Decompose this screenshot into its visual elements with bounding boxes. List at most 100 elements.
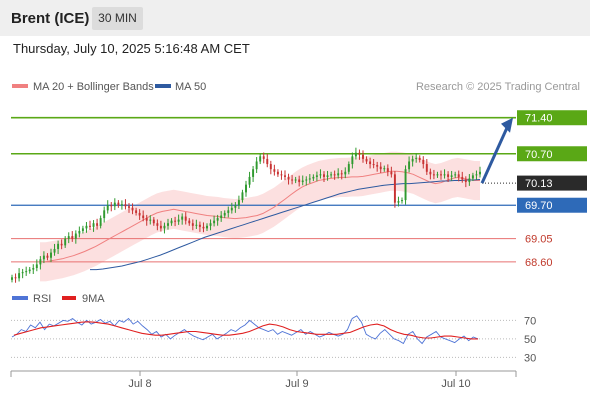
candle-body	[383, 168, 386, 170]
candle-body	[425, 164, 428, 172]
level-label-box-2	[517, 175, 587, 191]
candle-body	[230, 207, 233, 211]
candle-body	[106, 205, 109, 211]
candle-body	[81, 228, 84, 231]
candle-body	[301, 180, 304, 183]
candle-body	[390, 171, 393, 175]
candle-body	[103, 210, 106, 219]
rsi-ma-legend-label: 9MA	[82, 293, 105, 305]
candle-body	[276, 171, 279, 175]
candle-body	[418, 157, 421, 160]
candle-body	[213, 220, 216, 224]
candle-body	[248, 176, 251, 185]
candle-body	[202, 226, 205, 229]
level-label-1: 70.70	[525, 149, 553, 161]
candle-body	[337, 173, 340, 176]
candle-body	[64, 238, 67, 246]
candle-body	[308, 178, 311, 180]
x-axis-ticks: Jul 8 Jul 9 Jul 10	[128, 371, 471, 390]
candle-body	[131, 207, 134, 211]
timeframe-badge[interactable]: 30 MIN	[92, 7, 143, 30]
bollinger-band-layer	[40, 151, 480, 282]
level-label-box-3	[517, 197, 587, 213]
candle-body	[14, 277, 17, 279]
candle-body	[39, 259, 42, 265]
forecast-arrow-shaft	[480, 127, 509, 184]
candle-body	[174, 220, 177, 222]
level-label-5: 68.60	[525, 257, 553, 269]
candle-body	[99, 218, 102, 226]
candle-body	[92, 223, 95, 227]
candle-body	[53, 248, 56, 253]
candle-body	[89, 225, 91, 227]
x-tick-label-2: Jul 10	[441, 378, 470, 390]
candle-body	[181, 216, 184, 220]
candle-body	[358, 152, 361, 155]
candle-body	[326, 175, 329, 177]
candle-body	[149, 219, 152, 221]
candle-body	[152, 219, 155, 224]
candle-body	[471, 175, 474, 179]
candle-body	[85, 225, 88, 229]
ma20-legend-swatch	[12, 84, 28, 88]
candle-body	[234, 205, 237, 208]
candle-body	[21, 272, 24, 274]
candle-body	[333, 174, 336, 176]
candle-body	[216, 218, 219, 221]
candle-body	[50, 252, 52, 258]
candle-body	[220, 215, 223, 219]
candle-body	[273, 169, 276, 172]
level-lines-layer	[11, 116, 516, 263]
ma50-legend-label: MA 50	[175, 81, 206, 93]
candle-body	[319, 174, 322, 176]
candle-body	[42, 255, 45, 260]
candle-body	[159, 225, 162, 229]
candle-body	[298, 179, 301, 183]
candle-body	[401, 200, 403, 202]
candle-body	[457, 174, 460, 177]
candle-body	[28, 269, 31, 272]
candle-body	[241, 192, 244, 201]
candle-body	[443, 174, 446, 176]
level-label-3: 69.70	[525, 200, 553, 212]
candle-body	[408, 161, 411, 170]
instrument-title: Brent (ICE)	[11, 10, 90, 27]
rsi-tick-label-70: 70	[524, 315, 536, 327]
rsi-legend-swatch	[12, 296, 28, 300]
candle-body	[195, 224, 198, 226]
candle-body	[35, 264, 38, 269]
candle-body	[479, 171, 481, 175]
candle-body	[379, 166, 382, 170]
moving-average-layer	[40, 170, 481, 271]
candle-body	[184, 216, 187, 221]
candle-body	[436, 174, 439, 176]
candle-body	[120, 204, 123, 206]
candle-body	[198, 224, 201, 227]
candle-body	[354, 152, 357, 157]
candle-body	[280, 174, 283, 176]
candle-body	[287, 176, 290, 180]
candle-body	[60, 243, 63, 246]
level-labels-layer: 71.40 70.70 70.13 69.70 69.05 68.60	[517, 110, 587, 269]
candle-body	[191, 223, 194, 226]
level-label-4: 69.05	[525, 234, 553, 246]
candlestick-layer	[11, 147, 481, 283]
candle-body	[96, 223, 99, 226]
candle-body	[25, 271, 28, 273]
candle-body	[397, 201, 400, 203]
candle-body	[74, 233, 77, 239]
candle-body	[237, 200, 240, 206]
candle-body	[305, 179, 308, 181]
candle-body	[227, 210, 230, 213]
rsi-tick-label-50: 50	[524, 334, 536, 346]
candle-body	[188, 220, 191, 224]
candle-body	[11, 277, 13, 280]
candle-body	[450, 175, 453, 177]
candle-body	[347, 164, 350, 172]
chart-credit: Research © 2025 Trading Central	[416, 81, 580, 93]
candle-body	[269, 164, 272, 170]
candle-body	[138, 212, 141, 216]
level-label-box-1	[517, 146, 587, 162]
candle-body	[440, 174, 442, 176]
candle-body	[315, 175, 318, 177]
